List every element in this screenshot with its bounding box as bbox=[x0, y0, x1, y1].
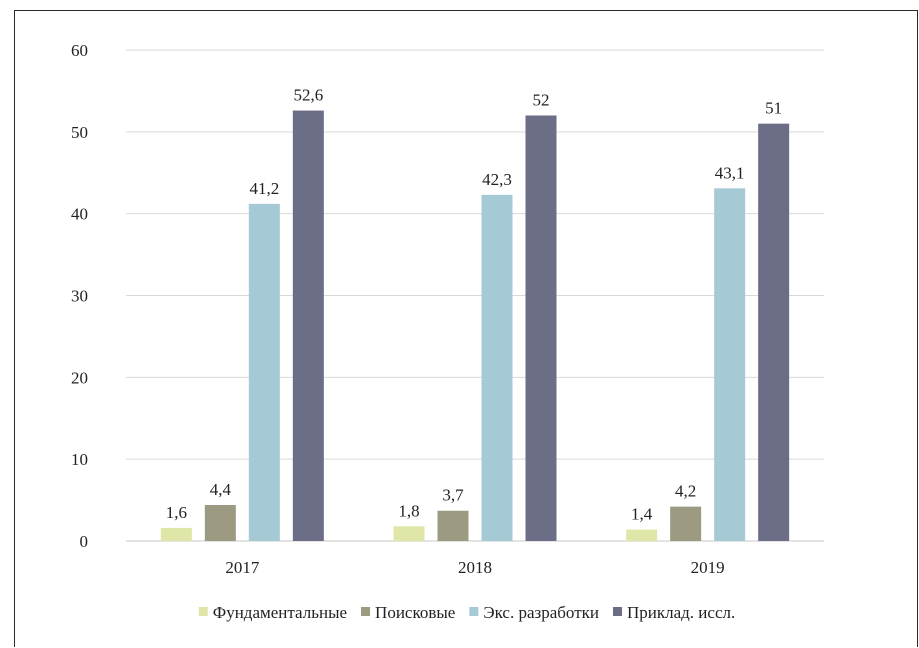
bar bbox=[204, 504, 236, 541]
data-label: 52 bbox=[533, 90, 550, 109]
legend-item: Приклад. иссл. bbox=[612, 603, 735, 622]
legend-item: Поисковые bbox=[361, 603, 455, 622]
bar bbox=[481, 194, 513, 541]
data-labels: 1,6 4,4 41,2 52,6 1,8 3,7 42,3 52 1,4 4,2 43,1 51 bbox=[166, 86, 782, 524]
legend-swatch bbox=[361, 607, 371, 616]
bar bbox=[670, 506, 702, 541]
x-tick-label: 2019 bbox=[691, 558, 725, 577]
data-label: 1,6 bbox=[166, 503, 187, 522]
data-label: 43,1 bbox=[715, 163, 745, 182]
y-axis: 0 10 20 30 40 50 60 bbox=[71, 41, 88, 551]
data-label: 41,2 bbox=[249, 179, 279, 198]
gridlines bbox=[126, 49, 824, 542]
bar bbox=[437, 510, 469, 541]
legend-label: Поисковые bbox=[375, 603, 455, 622]
data-label: 1,4 bbox=[631, 505, 653, 524]
legend-label: Приклад. иссл. bbox=[627, 603, 735, 622]
legend-label: Экс. разработки bbox=[483, 603, 599, 622]
legend: Фундаментальные Поисковые Экс. разработки П… bbox=[198, 603, 735, 622]
bar bbox=[248, 203, 280, 541]
bar bbox=[525, 115, 557, 541]
legend-swatch bbox=[612, 607, 622, 616]
bar-chart: 0 10 20 30 40 50 60 1,6 4,4 41,2 52,6 1,8 3,7 42,3 52… bbox=[71, 41, 824, 622]
y-tick-label: 10 bbox=[71, 450, 88, 469]
data-label: 4,4 bbox=[210, 480, 232, 499]
legend-item: Фундаментальные bbox=[198, 603, 347, 622]
legend-swatch bbox=[469, 607, 479, 616]
data-label: 52,6 bbox=[293, 86, 323, 105]
data-label: 1,8 bbox=[398, 501, 419, 520]
y-tick-label: 50 bbox=[71, 123, 88, 142]
x-tick-label: 2018 bbox=[458, 558, 492, 577]
y-tick-label: 0 bbox=[80, 532, 89, 551]
legend-swatch bbox=[198, 607, 208, 616]
bar bbox=[714, 188, 746, 541]
data-label: 4,2 bbox=[675, 482, 696, 501]
legend-item: Экс. разработки bbox=[469, 603, 599, 622]
bar bbox=[758, 123, 790, 542]
y-tick-label: 60 bbox=[71, 41, 88, 60]
data-label: 51 bbox=[765, 99, 782, 118]
y-tick-label: 40 bbox=[71, 205, 88, 224]
legend-label: Фундаментальные bbox=[213, 603, 347, 622]
x-tick-label: 2017 bbox=[225, 558, 260, 577]
bars bbox=[160, 110, 790, 542]
chart-frame: 0 10 20 30 40 50 60 1,6 4,4 41,2 52,6 1,8 3,7 42,3 52… bbox=[14, 10, 918, 647]
bar bbox=[160, 527, 192, 541]
data-label: 3,7 bbox=[442, 486, 464, 505]
y-tick-label: 20 bbox=[71, 368, 88, 387]
bar bbox=[292, 110, 324, 541]
bar bbox=[626, 529, 658, 541]
data-label: 42,3 bbox=[482, 170, 512, 189]
y-tick-label: 30 bbox=[71, 287, 88, 306]
x-axis: 2017 2018 2019 bbox=[225, 558, 724, 577]
bar bbox=[393, 526, 425, 541]
